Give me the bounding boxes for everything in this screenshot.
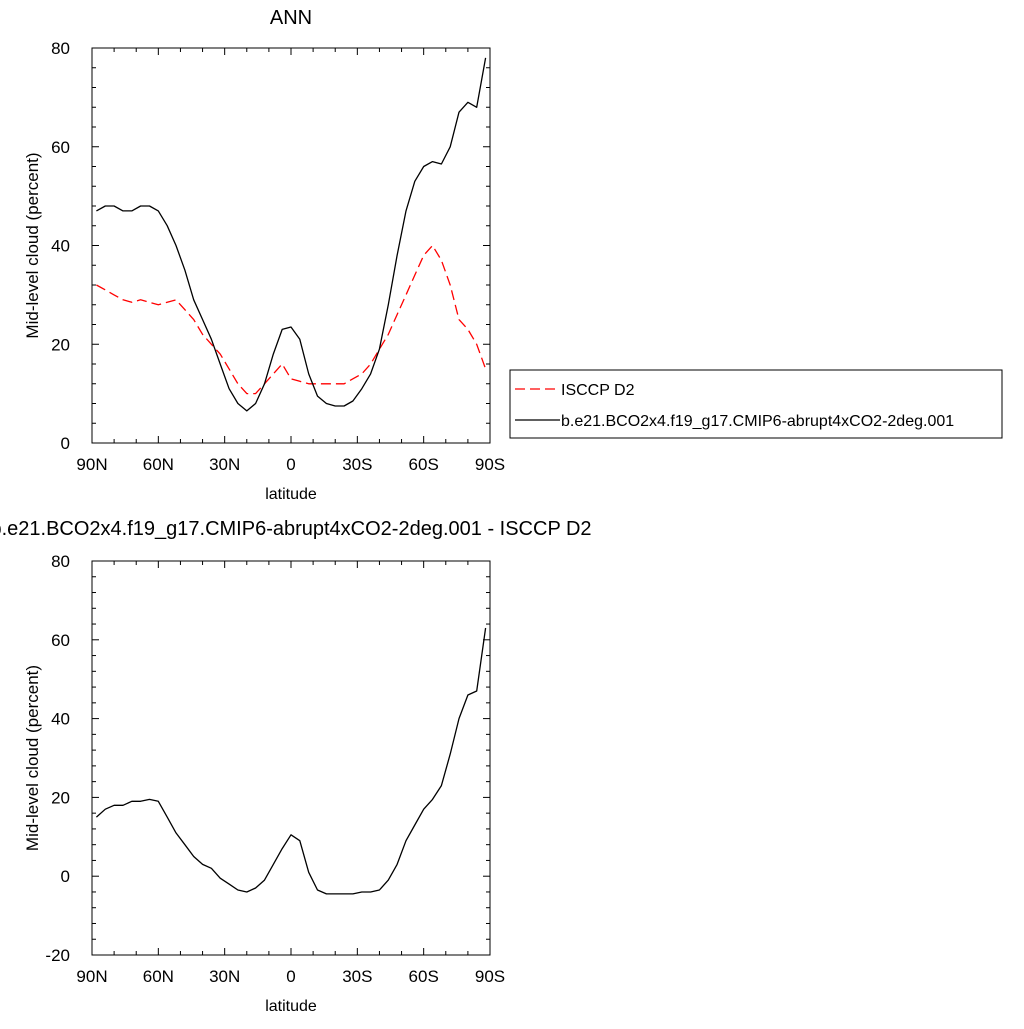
x-tick-label: 60N	[143, 967, 174, 986]
plot-frame-2	[91, 560, 491, 956]
y-tick-label: 80	[51, 552, 70, 571]
x-tick-label: 30N	[209, 455, 240, 474]
series-line-1-1	[96, 244, 487, 395]
y-tick-label: 60	[51, 138, 70, 157]
y-tick-label: 40	[51, 710, 70, 729]
y-tick-label: 20	[51, 788, 70, 807]
x-tick-label: 0	[286, 455, 295, 474]
y-tick-label: -20	[45, 946, 70, 965]
x-tick-label: 60S	[409, 967, 439, 986]
x-tick-label: 0	[286, 967, 295, 986]
chart-title-2: b.e21.BCO2x4.f19_g17.CMIP6-abrupt4xCO2-2…	[0, 518, 592, 540]
series-line-1-2	[96, 57, 487, 412]
plot-frame-1	[91, 47, 491, 444]
x-axis-label: latitude	[265, 998, 317, 1015]
legend-entry-1: ISCCP D2	[561, 382, 635, 399]
series-line-2-1	[95, 627, 487, 895]
y-tick-label: 0	[61, 867, 70, 886]
y-tick-label: 60	[51, 631, 70, 650]
y-tick-label: 20	[51, 335, 70, 354]
x-tick-label: 30S	[342, 967, 372, 986]
x-axis-label: latitude	[265, 486, 317, 503]
y-tick-label: 40	[51, 237, 70, 256]
x-tick-label: 30S	[342, 455, 372, 474]
y-tick-label: 80	[51, 39, 70, 58]
x-tick-label: 60N	[143, 455, 174, 474]
y-axis-label: Mid-level cloud (percent)	[23, 665, 42, 851]
y-axis-label: Mid-level cloud (percent)	[23, 152, 42, 338]
x-tick-label: 30N	[209, 967, 240, 986]
legend-entry-2: b.e21.BCO2x4.f19_g17.CMIP6-abrupt4xCO2-2…	[561, 413, 954, 430]
legend-box	[509, 369, 1003, 439]
x-tick-label: 60S	[409, 455, 439, 474]
x-tick-label: 90N	[76, 967, 107, 986]
chart-title-1: ANN	[270, 7, 312, 29]
x-tick-label: 90N	[76, 455, 107, 474]
x-tick-label: 90S	[475, 455, 505, 474]
y-tick-label: 0	[61, 434, 70, 453]
x-tick-label: 90S	[475, 967, 505, 986]
